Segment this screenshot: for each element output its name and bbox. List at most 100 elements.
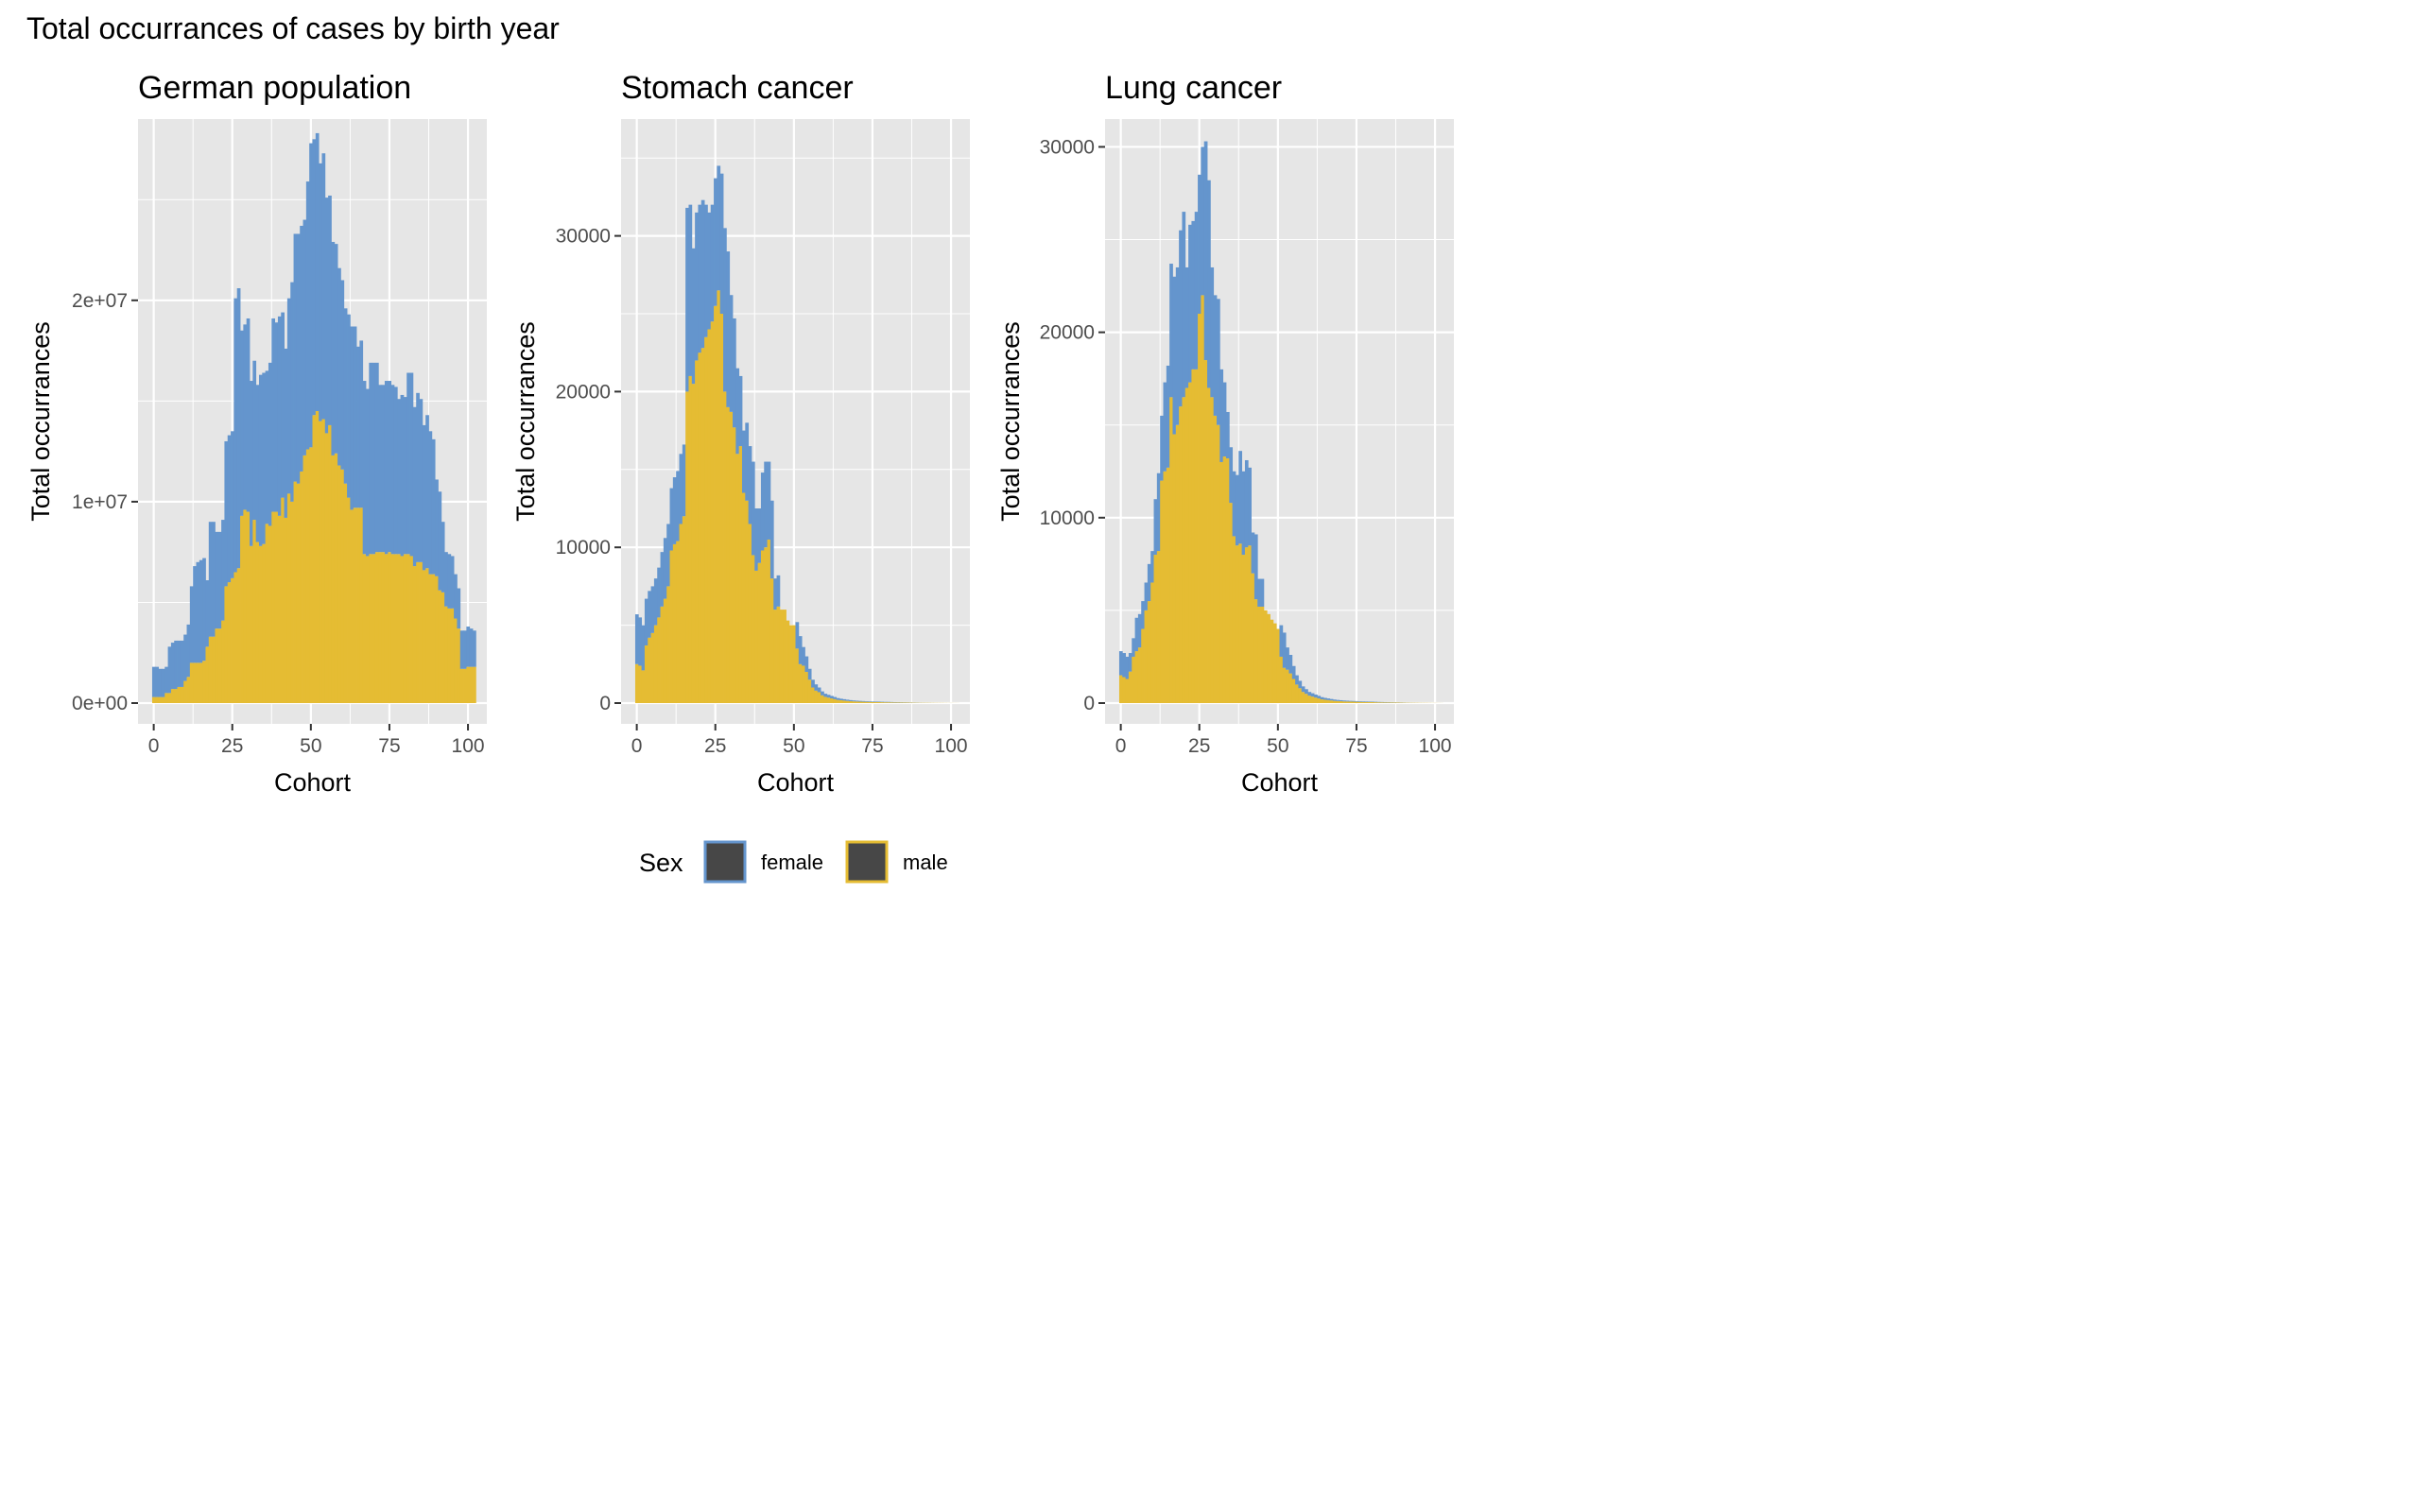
panel-german-population-bar-female — [422, 424, 426, 571]
panel-german-population-bar-female — [374, 362, 379, 553]
panel-german-population-bar-male — [274, 511, 279, 703]
panel-stomach-cancer-bar-female — [700, 199, 705, 349]
panel-german-population-bar-female — [199, 559, 203, 663]
panel-german-population-bar-female — [265, 370, 269, 524]
panel-lung-cancer-bar-male — [1298, 688, 1303, 703]
panel-lung-cancer-bar-female — [1169, 264, 1173, 398]
panel-german-population-bar-female — [324, 198, 329, 434]
panel-german-population-bar-male — [328, 424, 332, 703]
panel-stomach-cancer-bar-female — [764, 461, 768, 548]
panel-lung-cancer-bar-male — [1210, 397, 1215, 703]
panel-german-population-bar-male — [233, 572, 238, 703]
panel-german-population-bar-male — [334, 453, 338, 703]
panel-stomach-cancer-bar-male — [641, 670, 646, 703]
panel-lung-cancer-bar-male — [1389, 702, 1393, 703]
panel-stomach-cancer-y-axis-title: Total occurrances — [511, 321, 540, 522]
panel-stomach-cancer-bar-male — [738, 446, 743, 703]
legend-label-female: female — [761, 850, 823, 874]
panel-german-population-bar-male — [359, 507, 364, 703]
panel-german-population-bar-male — [205, 646, 210, 703]
panel-german-population-bar-female — [353, 326, 357, 508]
panel-stomach-cancer-bar-male — [807, 679, 812, 703]
panel-german-population-bar-female — [180, 640, 184, 687]
panel-lung-cancer-bar-female — [1345, 700, 1350, 702]
panel-german-population-bar-female — [328, 195, 332, 425]
panel-german-population-bar-female — [281, 312, 285, 498]
figure: Total occurrances of cases by birth year… — [26, 11, 1454, 884]
panel-german-population-y-axis-title: Total occurrances — [26, 321, 55, 522]
panel-lung-cancer-bar-female — [1175, 266, 1180, 425]
panel-german-population-bar-male — [356, 507, 360, 703]
panel-stomach-cancer-bar-male — [788, 625, 793, 703]
panel-german-population-bar-male — [466, 666, 471, 703]
panel-german-population-bar-male — [151, 696, 156, 703]
panel-lung-cancer-bar-male — [1153, 555, 1158, 703]
panel-stomach-cancer-bar-male — [804, 672, 809, 703]
panel-german-population-bar-female — [381, 385, 386, 553]
panel-stomach-cancer-bar-female — [795, 622, 800, 649]
panel-stomach-cancer-bar-female — [876, 701, 881, 703]
panel-lung-cancer-bar-female — [1132, 638, 1135, 657]
panel-lung-cancer-bar-male — [1282, 667, 1287, 703]
panel-lung-cancer-bar-female — [1201, 146, 1205, 296]
panel-lung-cancer-bar-male — [1360, 701, 1365, 703]
panel-stomach-cancer-bar-male — [748, 524, 752, 703]
panel-german-population-bar-female — [343, 308, 348, 484]
panel-lung-cancer-bar-male — [1295, 684, 1299, 703]
panel-german-population: 0 25 50 75 100 0e+00 1e+07 2e+07 German populati… — [26, 70, 487, 797]
panel-lung-cancer-bar-male — [1141, 628, 1145, 703]
panel-stomach-cancer-bar-female — [685, 207, 689, 392]
panel-stomach-cancer-bar-female — [842, 698, 847, 701]
panel-lung-cancer-bar-male — [1383, 702, 1387, 703]
panel-stomach-cancer-bar-female — [644, 598, 648, 646]
panel-german-population-bar-male — [158, 696, 163, 703]
panel-stomach-cancer-bar-male — [773, 610, 777, 703]
panel-german-population-bar-female — [350, 326, 354, 510]
panel-lung-cancer-bar-female — [1210, 266, 1215, 398]
panel-stomach-cancer-bar-male — [864, 701, 869, 703]
panel-lung-cancer-bar-male — [1301, 692, 1305, 703]
panel-lung-cancer-bar-male — [1370, 702, 1374, 703]
panel-lung-cancer-bar-female — [1238, 451, 1243, 544]
panel-stomach-cancer-bar-male — [802, 665, 805, 703]
panel-stomach-cancer-bar-female — [760, 472, 765, 551]
panel-german-population-bar-female — [393, 387, 398, 555]
panel-lung-cancer-bar-female — [1213, 295, 1218, 416]
panel-lung-cancer-bar-male — [1379, 702, 1384, 703]
panel-german-population-bar-male — [277, 515, 282, 703]
panel-lung-cancer-bar-male — [1238, 543, 1243, 703]
panel-lung-cancer-bar-female — [1370, 701, 1374, 703]
panel-lung-cancer-bar-male — [1307, 696, 1312, 703]
panel-lung-cancer-bar-female — [1257, 578, 1261, 607]
panel-german-population-bar-female — [444, 552, 448, 607]
panel-german-population-bar-male — [343, 483, 348, 703]
panel-lung-cancer: 0 25 50 75 100 0 10000 20000 30000 Lung cancer Coh… — [996, 70, 1454, 797]
panel-lung-cancer-tick-label-y: 10000 — [1040, 507, 1095, 529]
panel-german-population-bar-male — [463, 668, 467, 703]
panel-stomach-cancer-bar-female — [814, 684, 819, 691]
panel-lung-cancer-bar-male — [1392, 702, 1396, 703]
panel-lung-cancer-bar-female — [1219, 369, 1224, 462]
panel-stomach-cancer-bar-male — [707, 329, 712, 703]
legend: Sex female male — [639, 840, 948, 884]
panel-stomach-cancer-bar-female — [807, 668, 812, 680]
panel-german-population-bar-female — [236, 288, 241, 569]
panel-lung-cancer-bar-male — [1147, 601, 1151, 703]
panel-german-population-bar-female — [312, 139, 317, 416]
panel-lung-cancer-bar-male — [1317, 698, 1322, 703]
panel-german-population-bar-female — [435, 479, 439, 576]
panel-german-population-bar-female — [356, 346, 360, 508]
panel-lung-cancer-bar-male — [1253, 599, 1258, 703]
panel-stomach-cancer-bar-male — [723, 391, 727, 703]
panel-stomach-cancer-bar-male — [890, 702, 893, 703]
panel-lung-cancer-bar-female — [1147, 563, 1151, 602]
panel-german-population-bar-male — [305, 449, 310, 703]
panel-german-population-bar-male — [362, 554, 367, 703]
panel-stomach-cancer-bar-female — [710, 204, 715, 322]
panel-lung-cancer-bar-male — [1367, 702, 1372, 703]
panel-german-population-bar-male — [196, 662, 200, 703]
panel-german-population-bar-male — [252, 520, 257, 703]
panel-german-population-bar-female — [369, 362, 373, 555]
panel-lung-cancer-bar-female — [1118, 651, 1123, 676]
panel-lung-cancer-bar-female — [1301, 686, 1305, 693]
